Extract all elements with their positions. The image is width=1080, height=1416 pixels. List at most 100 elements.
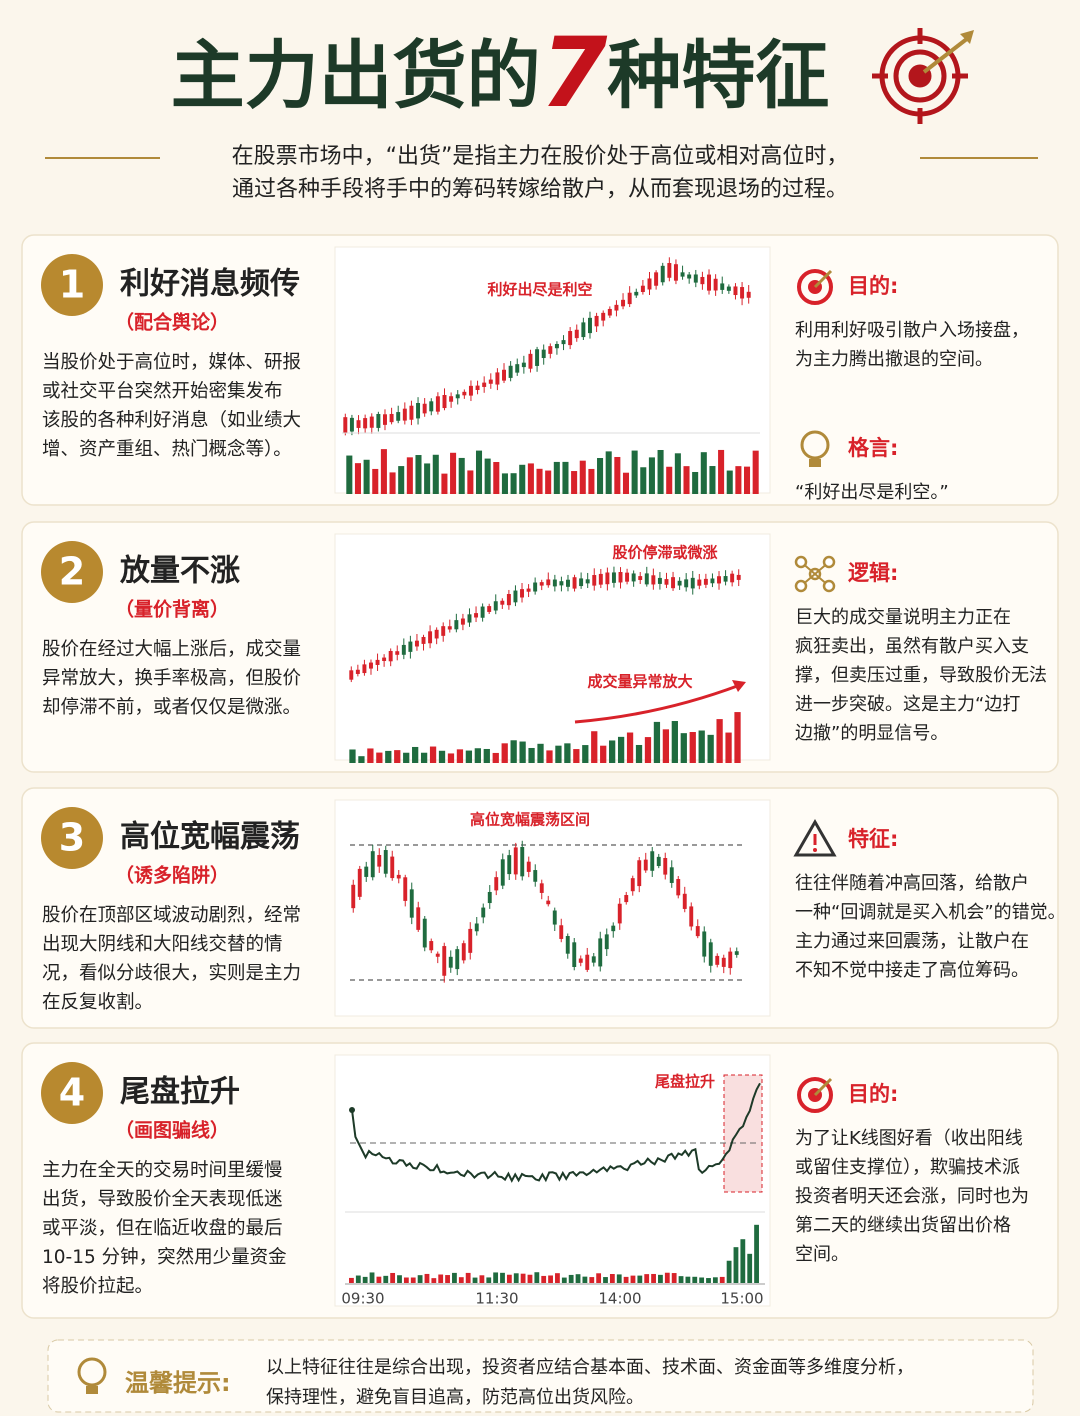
candle-body: [673, 264, 678, 281]
volume-bar: [510, 740, 517, 763]
candle-body: [494, 877, 499, 891]
candle-body: [728, 951, 733, 969]
volume-bar: [631, 450, 638, 494]
side-text: 为了让K线图好看（收出阳线: [795, 1128, 1023, 1149]
candle-body: [349, 417, 354, 432]
volume-bar: [445, 1275, 450, 1283]
time-label: 14:00: [598, 1290, 641, 1308]
chart-label: 高位宽幅震荡区间: [470, 811, 590, 829]
candle-body: [708, 942, 713, 966]
volume-bar: [630, 1275, 636, 1283]
intro-line: 通过各种手段将手中的筹码转嫁给散户，从而套现退场的过程。: [232, 177, 848, 202]
chart-panel: [334, 246, 771, 494]
volume-bar: [412, 746, 419, 763]
volume-bar: [735, 466, 742, 494]
volume-bar: [484, 458, 491, 494]
candle-body: [546, 900, 551, 905]
volume-bar: [354, 463, 361, 494]
candle-body: [624, 895, 629, 903]
candle-body: [592, 575, 597, 586]
side-text: 进一步突破。这是主力“边打: [795, 694, 1020, 715]
side-text: 第二天的继续出货留出价格: [795, 1215, 1011, 1236]
icon: [793, 818, 837, 857]
volume-bar: [349, 1277, 354, 1283]
candle-body: [369, 662, 373, 669]
volume-bar: [501, 743, 508, 763]
volume-bar: [605, 451, 612, 494]
candle-body: [617, 903, 622, 924]
volume-bar: [385, 750, 392, 763]
volume-bar: [447, 753, 455, 763]
title-number: 7: [541, 17, 608, 129]
candle-body: [482, 382, 487, 387]
icon: [822, 555, 836, 569]
volume-bar: [513, 1273, 519, 1283]
candle-body: [676, 879, 681, 896]
volume-bar: [648, 457, 655, 494]
candle-body: [726, 286, 731, 291]
volume-bar: [692, 471, 699, 494]
candle-body: [435, 396, 440, 412]
icon: [809, 459, 821, 467]
icon: [800, 430, 830, 460]
candle-body: [539, 883, 544, 893]
candle-body: [403, 877, 408, 901]
icon: [794, 579, 808, 593]
candle-body: [493, 601, 498, 611]
candle-body: [690, 577, 695, 589]
volume-bar: [575, 1274, 581, 1283]
volume-bar: [725, 732, 732, 763]
volume-bar: [747, 1253, 753, 1283]
volume-bar: [678, 1276, 684, 1283]
candle-body: [554, 343, 559, 349]
volume-bar: [424, 1273, 430, 1283]
side-text: 边撤”的明显信号。: [795, 723, 948, 744]
volume-bar: [664, 1272, 670, 1283]
candle-body: [377, 854, 382, 867]
volume-bar: [698, 730, 705, 763]
description-line: 增、资产重组、热门概念等）。: [42, 438, 292, 460]
candle-body: [388, 650, 393, 662]
candle-body: [370, 851, 375, 878]
volume-bar: [438, 1274, 444, 1283]
volume-bar: [644, 737, 652, 763]
volume-bar: [700, 452, 707, 494]
number-badge: [41, 541, 103, 603]
volume-bar: [555, 745, 562, 763]
volume-bar: [415, 455, 422, 494]
candle-body: [356, 420, 361, 428]
volume-bar: [362, 1276, 368, 1283]
description-line: 出货，导致股价全天表现低迷: [42, 1189, 283, 1210]
candle-body: [468, 928, 473, 953]
candle-body: [601, 312, 606, 321]
candle-body: [733, 286, 738, 296]
volume-bar: [692, 1276, 698, 1283]
volume-bar: [689, 732, 696, 763]
candle-body: [408, 641, 413, 652]
description-line: 在反复收割。: [42, 992, 153, 1013]
candle-body: [474, 923, 479, 932]
volume-bar: [718, 449, 725, 494]
tip-background: [47, 1339, 1034, 1413]
icon: [797, 1077, 833, 1113]
tip-text: 保持理性，避免盲目追高，防范高位出货风险。: [266, 1387, 644, 1408]
side-text: 空间。: [795, 1244, 849, 1265]
candle-body: [680, 272, 685, 277]
candle-body: [481, 907, 486, 918]
volume-bar: [600, 745, 607, 763]
candle-body: [488, 379, 493, 384]
volume-bar: [537, 743, 544, 763]
volume-bar: [441, 473, 448, 494]
description-line: 该股的各种利好消息（如业绩大: [42, 410, 301, 431]
volume-bar: [653, 721, 661, 763]
candle-body: [383, 850, 388, 874]
volume-bar: [406, 457, 413, 494]
side-text: 为主力腾出撤退的空间。: [795, 349, 993, 370]
candle-body: [736, 574, 741, 580]
time-label: 15:00: [720, 1290, 763, 1308]
candle-body: [621, 299, 626, 307]
card-number: 3: [59, 816, 85, 860]
volume-bar: [752, 450, 759, 494]
volume-bar: [568, 1274, 574, 1283]
